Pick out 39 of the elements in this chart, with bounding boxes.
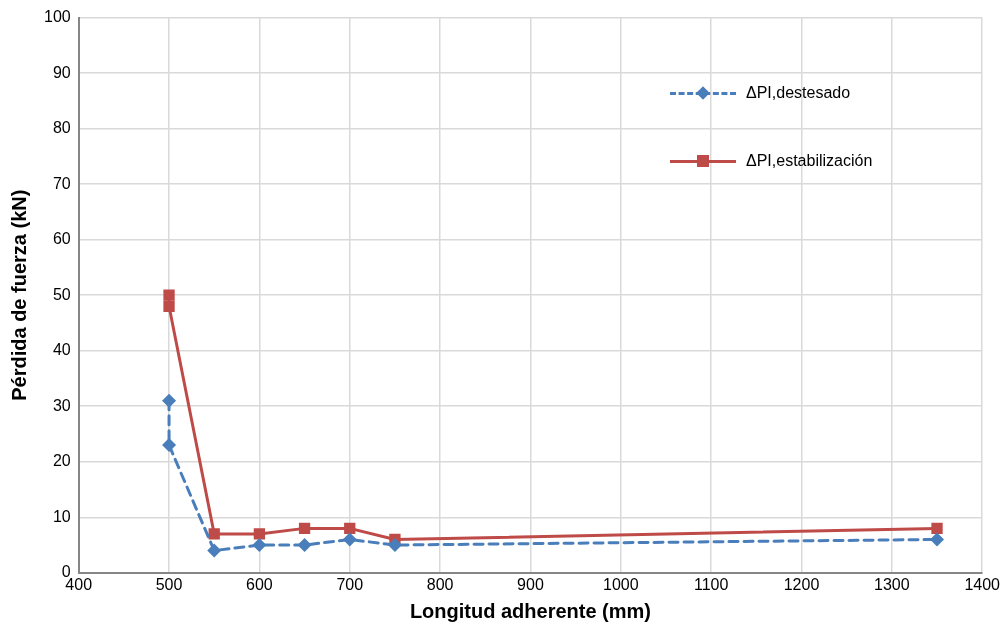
point [163,300,175,312]
point [207,543,222,558]
legend-label: ΔPI,destesado [746,84,851,102]
point [162,393,177,408]
point [931,522,943,535]
y-tick-label: 20 [52,452,71,470]
point [387,538,402,553]
x-tick-label: 700 [336,575,364,593]
y-tick-label: 80 [52,119,71,137]
x-tick-label: 500 [155,575,183,593]
x-tick-label: 1200 [783,575,820,593]
point [162,438,177,453]
y-tick-label: 30 [52,396,71,414]
point [297,538,312,553]
x-axis-title: Longitud adherente (mm) [409,599,651,622]
point [342,532,357,547]
x-tick-label: 800 [426,575,454,593]
point [298,522,311,535]
x-tick-label: 900 [517,575,544,593]
point [163,289,175,301]
legend-label: ΔPI,estabilización [746,152,873,170]
y-tick-label: 60 [52,230,71,248]
y-axis-title: Pérdida de fuerza (kN) [7,189,30,401]
point [208,528,220,540]
x-tick-label: 1000 [603,575,639,593]
y-tick-label: 40 [52,341,71,359]
x-tick-label: 1100 [693,575,729,593]
y-tick-label: 90 [52,63,71,81]
x-tick-label: 1300 [874,575,910,593]
point [252,538,267,553]
y-tick-label: 100 [43,8,71,26]
x-tick-label: 1400 [964,575,1001,593]
point [930,532,945,547]
y-tick-label: 70 [52,174,71,192]
y-tick-label: 10 [52,507,71,525]
point [344,522,356,535]
y-tick-label: 50 [52,285,71,303]
point [253,528,266,540]
x-tick-label: 600 [246,575,273,593]
